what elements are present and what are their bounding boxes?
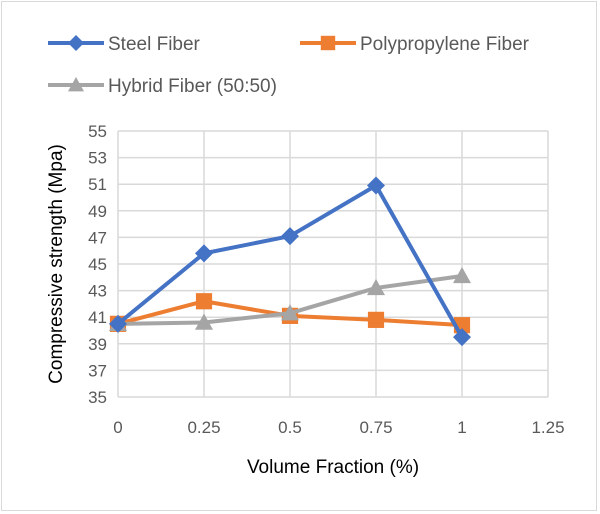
x-tick-labels: 0 0.25 0.5 0.75 1 1.25	[113, 418, 564, 437]
y-tick-label: 39	[88, 335, 107, 354]
legend-item: Polypropylene Fiber	[300, 34, 530, 55]
y-tick-label: 49	[88, 202, 107, 221]
y-tick-label: 41	[88, 308, 107, 327]
y-axis-title: Compressive strength (Mpa)	[46, 144, 67, 384]
data-point-marker	[195, 313, 213, 330]
data-point-marker	[453, 328, 471, 347]
x-tick-label: 1	[457, 418, 466, 437]
data-point-marker	[281, 227, 299, 246]
y-tick-label: 43	[88, 282, 107, 301]
series-layer	[109, 176, 471, 347]
y-tick-label: 51	[88, 175, 107, 194]
legend-marker	[68, 35, 84, 51]
x-tick-label: 0.75	[359, 418, 392, 437]
y-tick-label: 53	[88, 149, 107, 168]
legend-item: Steel Fiber	[48, 34, 201, 55]
data-point-marker	[281, 304, 299, 321]
gridlines	[117, 130, 549, 398]
data-point-marker	[453, 266, 471, 284]
y-tick-label: 55	[88, 122, 107, 141]
data-point-marker	[367, 176, 385, 195]
legend-marker	[68, 77, 84, 92]
data-point-marker	[109, 314, 127, 333]
legend-label: Polypropylene Fiber	[360, 34, 530, 55]
legend-label: Steel Fiber	[108, 34, 201, 55]
y-tick-labels: 35 37 39 41 43 45 47 49 51 53 55	[88, 122, 107, 407]
x-tick-label: 0	[113, 418, 122, 437]
legend-item: Hybrid Fiber (50:50)	[48, 76, 277, 97]
x-tick-label: 0.5	[278, 418, 302, 437]
legend: Steel Fiber Polypropylene Fiber Hybrid Fib…	[48, 34, 530, 97]
y-tick-label: 35	[88, 388, 107, 407]
y-tick-label: 37	[88, 361, 107, 380]
data-point-marker	[195, 244, 213, 263]
y-tick-label: 47	[88, 228, 107, 247]
legend-marker	[320, 35, 336, 51]
data-point-marker	[367, 278, 385, 296]
x-tick-label: 0.25	[187, 418, 220, 437]
x-axis-title: Volume Fraction (%)	[247, 457, 419, 478]
data-point-marker	[195, 293, 213, 310]
legend-label: Hybrid Fiber (50:50)	[108, 76, 277, 97]
data-point-marker	[367, 311, 385, 328]
x-tick-label: 1.25	[531, 418, 564, 437]
y-tick-label: 45	[88, 255, 107, 274]
series-steel-fiber	[109, 176, 471, 347]
